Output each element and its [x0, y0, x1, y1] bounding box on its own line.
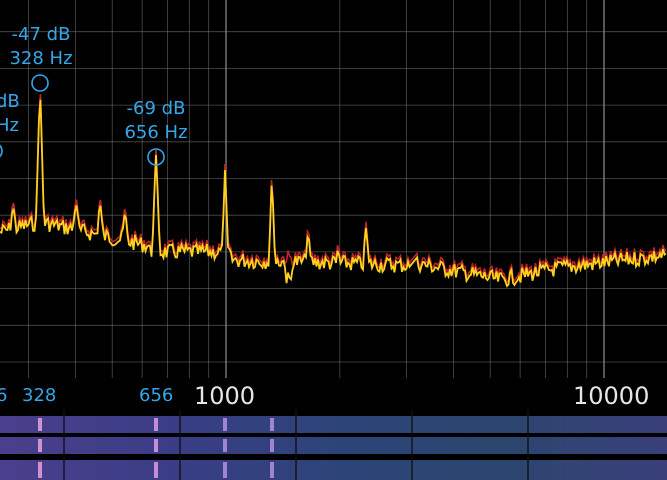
waterfall-harmonic	[223, 418, 227, 431]
peak-db: -69 dB	[126, 98, 186, 119]
peak-label-partial: dB Hz	[0, 90, 20, 138]
peak-marker-328[interactable]	[31, 74, 49, 92]
peak-hz: Hz	[0, 115, 19, 136]
waterfall-harmonic	[38, 462, 42, 478]
peak-db: -47 dB	[11, 24, 71, 45]
tick-label-656: 656	[139, 385, 174, 406]
waterfall-harmonic	[223, 462, 227, 478]
waterfall-harmonic	[38, 439, 42, 452]
waterfall-harmonic	[38, 418, 42, 431]
peak-db: dB	[0, 91, 20, 112]
tick-label-328: 328	[22, 385, 57, 406]
peak-marker-656[interactable]	[147, 148, 165, 166]
peak-hz: 328 Hz	[9, 48, 73, 69]
peak-label-328: -47 dB 328 Hz	[6, 23, 76, 71]
peak-hold-trace	[0, 93, 667, 284]
tick-label-1000: 1000	[194, 382, 256, 410]
waterfall-row	[0, 416, 667, 433]
waterfall-harmonic	[154, 462, 158, 478]
tick-label-6: 6	[0, 385, 8, 406]
peak-hz: 656 Hz	[124, 122, 188, 143]
waterfall-harmonic	[154, 439, 158, 452]
live-spectrum-trace	[0, 99, 667, 288]
waterfall-harmonic	[154, 418, 158, 431]
waterfall-harmonic	[270, 462, 274, 478]
waterfall-row	[0, 437, 667, 454]
waterfall-harmonic	[270, 418, 274, 431]
peak-label-656: -69 dB 656 Hz	[120, 97, 192, 145]
grid-lines	[0, 0, 667, 378]
waterfall-harmonic	[270, 439, 274, 452]
waterfall-row	[0, 460, 667, 480]
waterfall-harmonic	[223, 439, 227, 452]
waterfall-rows	[0, 410, 667, 480]
tick-label-10000: 10000	[573, 382, 650, 410]
spectrum-plot[interactable]	[0, 0, 667, 410]
spectrogram-waterfall[interactable]	[0, 410, 667, 480]
peak-marker-partial[interactable]	[0, 143, 3, 159]
